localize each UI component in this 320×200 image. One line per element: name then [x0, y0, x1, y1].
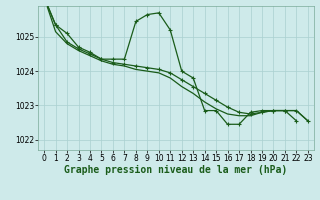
- X-axis label: Graphe pression niveau de la mer (hPa): Graphe pression niveau de la mer (hPa): [64, 165, 288, 175]
